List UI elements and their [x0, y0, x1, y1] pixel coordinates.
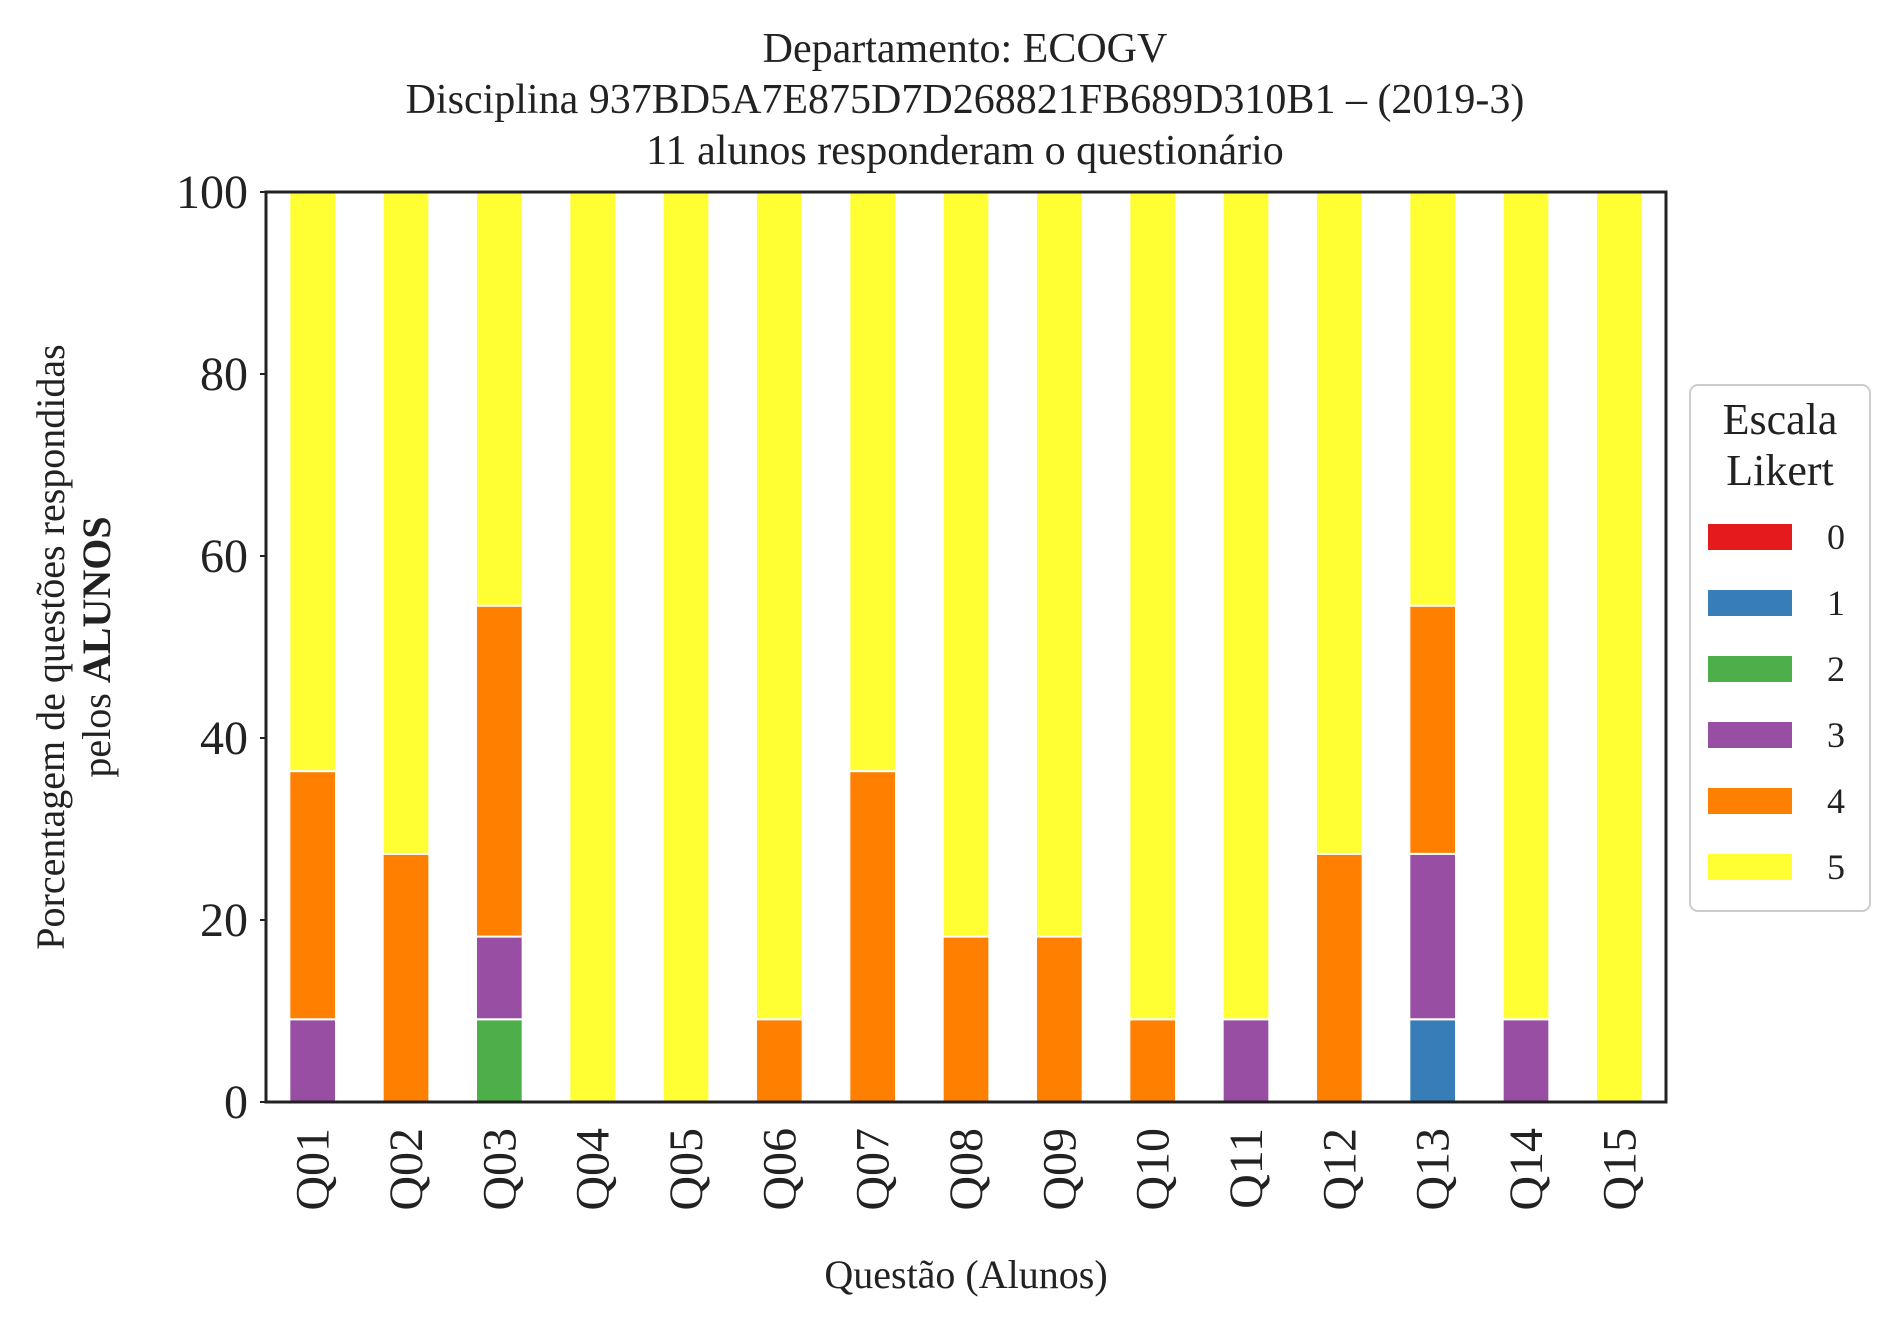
bar-Q09-likert-4 [1035, 935, 1084, 1103]
x-tick-label-Q04: Q04 [567, 1128, 620, 1211]
x-tick-label-Q13: Q13 [1407, 1128, 1460, 1211]
legend-label-0: 0 [1827, 517, 1845, 557]
bar-Q01-likert-5 [288, 191, 337, 773]
y-tick-label-20: 20 [200, 894, 248, 947]
bar-Q07-likert-4 [848, 770, 898, 1103]
bar-Q03-likert-3 [475, 935, 524, 1021]
legend-label-5: 5 [1827, 847, 1845, 887]
bar-Q11-likert-5 [1221, 191, 1271, 1021]
legend-label-1: 1 [1827, 583, 1845, 623]
bar-Q13-likert-3 [1408, 852, 1457, 1021]
chart-title-line-3: 11 alunos responderam o questionário [646, 128, 1284, 174]
bar-Q12-likert-5 [1315, 191, 1364, 855]
bar-Q05-likert-5 [661, 191, 711, 1103]
x-tick-label-Q09: Q09 [1033, 1128, 1086, 1211]
legend-swatch-5 [1708, 854, 1792, 880]
y-axis-label-bold: ALUNOS [74, 516, 119, 683]
bar-Q07-likert-5 [848, 191, 898, 773]
legend: Escala Likert 0 1 2 3 4 5 [1689, 384, 1871, 912]
bar-Q12-likert-4 [1315, 852, 1364, 1104]
y-tick-label-0: 0 [224, 1076, 248, 1129]
chart-title: Departamento: ECOGV Disciplina 937BD5A7E… [406, 26, 1525, 174]
legend-frame [1689, 384, 1871, 912]
x-tick-label-Q11: Q11 [1220, 1128, 1273, 1209]
legend-label-2: 2 [1827, 649, 1845, 689]
bar-Q06-likert-4 [755, 1018, 804, 1104]
legend-title-line-2: Likert [1726, 446, 1834, 495]
legend-swatch-3 [1708, 722, 1792, 748]
bar-Q13-likert-1 [1408, 1018, 1457, 1104]
x-tick-label-Q15: Q15 [1593, 1128, 1646, 1211]
bar-Q10-likert-5 [1128, 191, 1177, 1021]
bar-Q06-likert-5 [755, 191, 804, 1021]
bar-Q04-likert-5 [568, 191, 618, 1103]
bar-Q14-likert-5 [1501, 191, 1551, 1021]
legend-label-4: 4 [1827, 781, 1845, 821]
legend-swatch-4 [1708, 788, 1792, 814]
bar-Q10-likert-4 [1128, 1018, 1177, 1104]
x-tick-label-Q10: Q10 [1127, 1128, 1180, 1211]
legend-title-line-1: Escala [1723, 395, 1838, 444]
legend-label-3: 3 [1827, 715, 1845, 755]
x-axis-label: Questão (Alunos) [824, 1252, 1107, 1297]
bar-Q01-likert-3 [288, 1018, 337, 1104]
y-tick-label-80: 80 [200, 348, 248, 401]
chart-title-line-1: Departamento: ECOGV [763, 26, 1168, 72]
legend-swatch-2 [1708, 656, 1792, 682]
x-tick-label-Q07: Q07 [847, 1128, 900, 1211]
x-tick-label-Q01: Q01 [287, 1128, 340, 1211]
y-tick-label-100: 100 [176, 166, 248, 219]
bar-Q02-likert-5 [381, 191, 431, 855]
y-axis-label: Porcentagem de questões respondidas pelo… [28, 344, 119, 949]
plot-frame [264, 190, 1668, 1104]
x-tick-label-Q14: Q14 [1500, 1128, 1553, 1211]
x-tick-label-Q06: Q06 [753, 1128, 806, 1211]
y-axis-label-prefix: pelos [74, 683, 119, 777]
x-tick-label-Q12: Q12 [1313, 1128, 1366, 1211]
y-axis-label-line-1: Porcentagem de questões respondidas [28, 344, 73, 949]
legend-items: 0 1 2 3 4 5 [1708, 517, 1845, 887]
y-axis-label-line-2: pelos ALUNOS [74, 516, 119, 777]
bar-Q02-likert-4 [381, 852, 431, 1104]
bar-Q01-likert-4 [288, 770, 337, 1021]
bar-Q08-likert-5 [941, 191, 991, 938]
bar-Q03-likert-4 [475, 604, 524, 938]
bar-Q11-likert-3 [1221, 1018, 1271, 1104]
y-axis-ticks: 0 20 40 60 80 100 [176, 166, 266, 1129]
bar-Q03-likert-2 [475, 1018, 524, 1104]
bar-Q03-likert-5 [475, 191, 524, 607]
y-tick-label-60: 60 [200, 530, 248, 583]
legend-swatch-0 [1708, 524, 1792, 550]
bar-Q13-likert-4 [1408, 604, 1457, 855]
x-axis-ticks: Q01 Q02 Q03 Q04 Q05 Q06 Q07 Q08 Q09 Q10 Q11 Q12 Q13 Q… [287, 1128, 1647, 1211]
bars-layer [288, 191, 1644, 1104]
x-tick-label-Q05: Q05 [660, 1128, 713, 1211]
y-tick-label-40: 40 [200, 712, 248, 765]
x-tick-label-Q02: Q02 [380, 1128, 433, 1211]
bar-Q14-likert-3 [1501, 1018, 1551, 1104]
legend-swatch-1 [1708, 590, 1792, 616]
bar-Q13-likert-5 [1408, 191, 1457, 607]
chart-title-line-2: Disciplina 937BD5A7E875D7D268821FB689D31… [406, 77, 1525, 123]
x-tick-label-Q08: Q08 [940, 1128, 993, 1211]
bar-Q08-likert-4 [941, 935, 991, 1103]
bar-Q15-likert-5 [1595, 191, 1644, 1103]
bar-Q09-likert-5 [1035, 191, 1084, 938]
x-tick-label-Q03: Q03 [473, 1128, 526, 1211]
